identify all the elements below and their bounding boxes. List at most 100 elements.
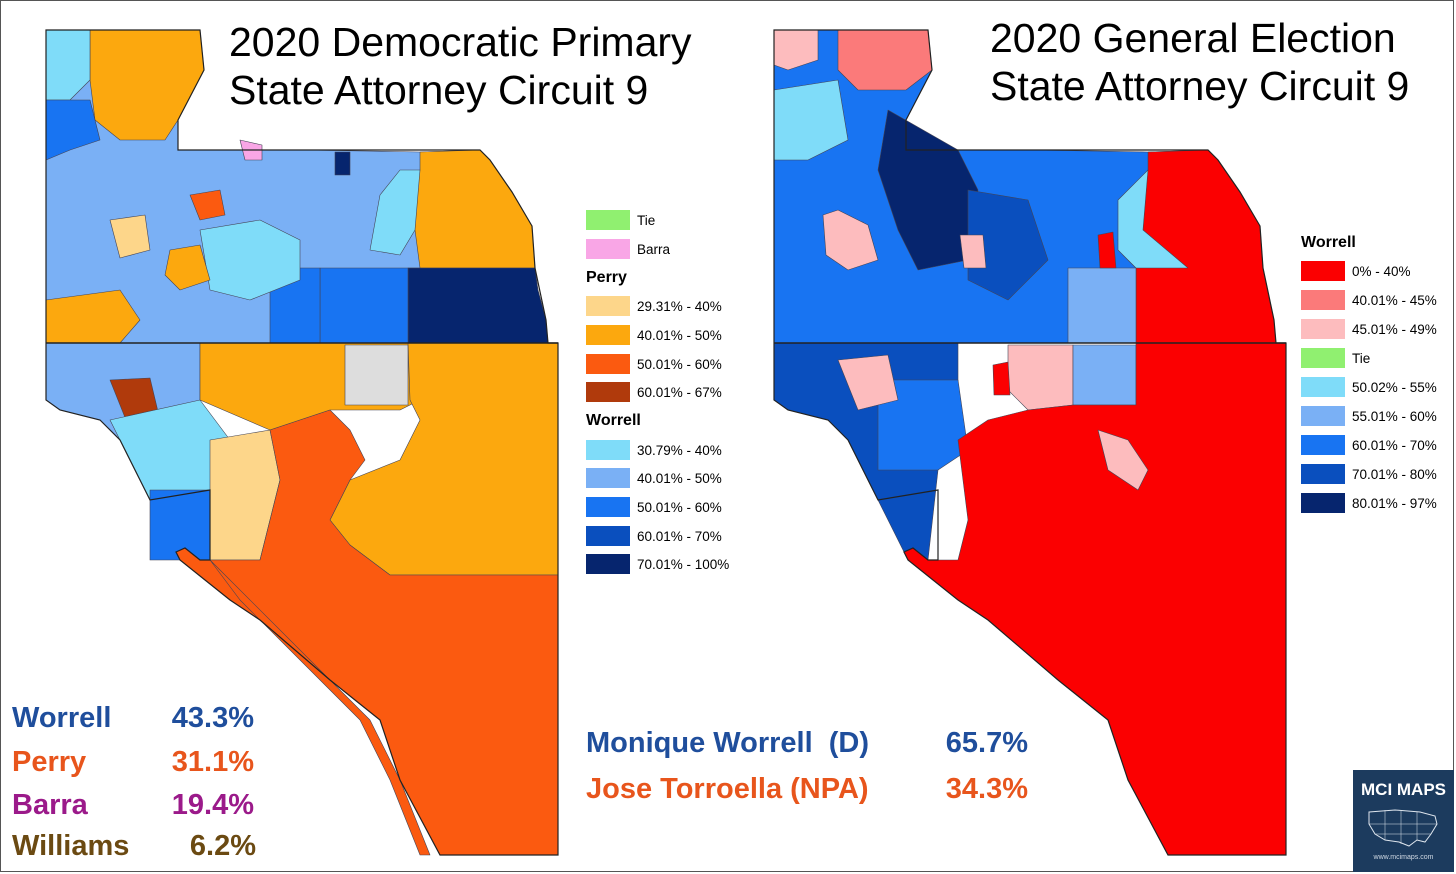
g-region-center-lightblue [1072,344,1137,406]
general-legend: Worrell 0% - 40% 40.01% - 45% 45.01% - 4… [1301,234,1453,519]
legend-perry-4: 60.01% - 67% [586,382,722,402]
result-perry: Perry 31.1% [12,742,254,782]
legend-general-7: 60.01% - 70% [1301,435,1437,455]
legend-label: 50.01% - 60% [637,499,722,515]
legend-label: 60.01% - 70% [637,528,722,544]
region-navy-n [334,151,351,176]
legend-swatch [1301,319,1345,339]
legend-label: 40.01% - 50% [637,470,722,486]
region-perry-mid [164,244,211,291]
result-pct: 19.4% [171,789,254,821]
g-region-pink-ring [822,209,879,271]
result-name: Worrell [12,702,112,734]
result-pct: 31.1% [171,746,254,778]
primary-district-outline [45,29,559,856]
legend-general-8: 70.01% - 80% [1301,464,1437,484]
primary-legend: Tie Barra Perry 29.31% - 40% 40.01% - 50… [586,210,746,580]
result-pct: 6.2% [189,830,256,862]
legend-swatch [1301,464,1345,484]
legend-general-2: 40.01% - 45% [1301,290,1437,310]
region-south-peninsula [209,559,431,856]
legend-swatch [586,354,630,374]
logo-url: www.mcimaps.com [1373,854,1434,861]
legend-general-1: 0% - 40% [1301,261,1411,281]
legend-label: 0% - 40% [1352,263,1411,279]
legend-swatch [586,440,630,460]
legend-worrell-2: 40.01% - 50% [586,468,722,488]
general-district-outline [773,29,1287,856]
legend-label: 50.02% - 55% [1352,379,1437,395]
legend-general-5: 50.02% - 55% [1301,377,1437,397]
legend-swatch [586,497,630,517]
legend-swatch [1301,377,1345,397]
g-region-red-strip [992,361,1011,396]
legend-label: 80.01% - 97% [1352,495,1437,511]
legend-label: Tie [1352,350,1371,366]
us-map-icon [1368,809,1438,847]
legend-swatch [1301,435,1345,455]
result-name: Williams [12,830,130,862]
general-title-line1: 2020 General Election [990,15,1396,61]
legend-general-heading: Worrell [1301,234,1356,251]
legend-perry-heading: Perry [586,269,627,286]
result-williams: Williams 6.2% [12,826,256,866]
g-region-pink-finger [1097,429,1149,491]
legend-swatch [1301,290,1345,310]
legend-swatch [586,468,630,488]
legend-label: 60.01% - 70% [1352,437,1437,453]
legend-swatch [1301,261,1345,281]
result-barra: Barra 19.4% [12,785,254,825]
mci-maps-logo: MCI MAPS www.mcimaps.com [1353,770,1454,872]
legend-label: 30.79% - 40% [637,442,722,458]
legend-swatch [586,526,630,546]
legend-barra: Barra [586,239,670,259]
legend-swatch [1301,493,1345,513]
result-name: Monique Worrell (D) [586,727,870,759]
region-east-navy [407,267,549,344]
logo-title: MCI MAPS [1361,780,1446,799]
g-region-mid-lightblue [1067,267,1137,344]
result-name: Barra [12,789,88,821]
g-region-center-pink [1007,344,1074,411]
general-map-regions [773,29,1287,856]
legend-swatch [586,325,630,345]
legend-general-9: 80.01% - 97% [1301,493,1437,513]
legend-worrell-3: 50.01% - 60% [586,497,722,517]
g-region-south-pink [837,354,899,411]
legend-label: 40.01% - 50% [637,327,722,343]
legend-label: 55.01% - 60% [1352,408,1437,424]
general-map [773,29,1287,856]
general-title: 2020 General Election State Attorney Cir… [990,14,1409,110]
region-south-blue [149,489,211,561]
legend-swatch [586,382,630,402]
g-region-sw-lighter [877,379,969,471]
legend-swatch [586,296,630,316]
result-worrell: Worrell 43.3% [12,698,254,738]
legend-general-6: 55.01% - 60% [1301,406,1437,426]
region-perry-light [109,214,151,259]
legend-general-4: Tie [1301,348,1370,368]
legend-general-3: 45.01% - 49% [1301,319,1437,339]
result-pct: 65.7% [945,727,1028,759]
legend-worrell-5: 70.01% - 100% [586,554,729,574]
primary-title-line1: 2020 Democratic Primary [229,19,692,65]
legend-swatch-barra [586,239,630,259]
legend-tie: Tie [586,210,655,230]
result-monique-worrell: Monique Worrell (D) 65.7% [586,723,1028,763]
legend-worrell-4: 60.01% - 70% [586,526,722,546]
legend-label: Barra [637,241,671,257]
legend-swatch [1301,406,1345,426]
region-center-cyan [199,219,301,301]
g-region-red-small [1097,231,1117,269]
legend-label: 70.01% - 80% [1352,466,1437,482]
legend-perry-1: 29.31% - 40% [586,296,722,316]
legend-swatch [1301,348,1345,368]
legend-label: 45.01% - 49% [1352,321,1437,337]
primary-map-regions [45,29,559,856]
legend-label: 50.01% - 60% [637,356,722,372]
result-name: Jose Torroella (NPA) [586,773,869,805]
result-pct: 43.3% [171,702,254,734]
legend-worrell-1: 30.79% - 40% [586,440,722,460]
legend-label: Tie [637,212,656,228]
